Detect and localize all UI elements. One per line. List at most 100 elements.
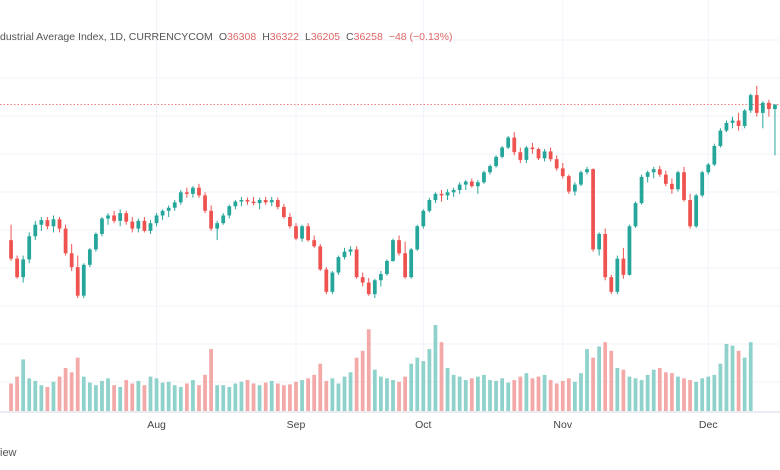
candle-body: [75, 267, 80, 296]
candle-body: [621, 258, 626, 275]
candle-body: [39, 220, 44, 225]
candle-body: [494, 156, 498, 167]
volume-bar: [524, 373, 529, 411]
volume-bar: [184, 383, 189, 411]
candle-body: [15, 258, 19, 278]
volume-bar: [178, 386, 183, 411]
volume-bar: [500, 378, 505, 411]
candle-body: [51, 219, 56, 227]
volume-bar: [324, 380, 329, 411]
volume-bar: [457, 376, 462, 411]
volume-bar: [312, 374, 317, 411]
legend-low-value: 36205: [310, 31, 341, 43]
candle-body: [500, 147, 505, 157]
candle-body: [397, 240, 401, 254]
candle-body: [730, 120, 735, 123]
candle-body: [609, 277, 614, 292]
candle-body: [33, 224, 38, 237]
candle-body: [566, 176, 571, 192]
candle-body: [524, 147, 529, 160]
candle-body: [633, 203, 638, 227]
volume-bar: [215, 385, 220, 411]
volume-bar: [663, 372, 668, 411]
volume-bar: [39, 385, 44, 411]
volume-bar: [603, 342, 608, 411]
candle-body: [312, 240, 317, 247]
candle-body: [288, 217, 292, 227]
legend-title: dustrial Average Index, 1D, CURRENCYCOM: [0, 31, 213, 43]
volume-bar: [506, 382, 511, 411]
volume-bar: [682, 378, 686, 411]
volume-bar: [251, 383, 256, 411]
candle-body: [682, 172, 686, 201]
volume-bar: [573, 381, 577, 411]
candle-body: [554, 159, 559, 169]
chart-legend: dustrial Average Index, 1D, CURRENCYCOM O…: [0, 31, 452, 43]
volume-bar: [100, 380, 104, 411]
candle-body: [184, 192, 189, 194]
volume-bar: [494, 380, 498, 411]
candle-body: [627, 226, 632, 275]
candle-body: [573, 184, 577, 192]
candle-body: [106, 215, 110, 219]
candle-body: [663, 174, 668, 184]
candle-body: [81, 264, 86, 296]
candle-body: [645, 172, 650, 177]
volume-bar: [227, 386, 232, 411]
volume-bar: [306, 378, 310, 411]
volume-bar: [397, 381, 401, 411]
candle-body: [118, 213, 123, 221]
volume-bar: [597, 346, 602, 411]
candle-body: [585, 169, 589, 173]
legend-high-label: H: [262, 31, 270, 43]
volume-bar: [645, 374, 650, 411]
candle-body: [488, 166, 492, 173]
legend-close-label: C: [346, 31, 354, 43]
volume-bar: [142, 385, 147, 411]
candle-body: [651, 169, 656, 173]
volume-bar: [706, 376, 711, 411]
volume-bar: [94, 385, 98, 411]
candle-body: [530, 147, 535, 150]
volume-bar: [536, 376, 541, 411]
volume-bar: [621, 369, 626, 411]
volume-bar: [154, 378, 159, 411]
candle-body: [615, 258, 620, 292]
candle-body: [712, 146, 717, 165]
candle-body: [160, 210, 165, 216]
candle-body: [560, 168, 565, 177]
volume-bar: [585, 349, 589, 411]
volume-bar: [445, 368, 450, 411]
candle-body: [476, 182, 480, 187]
candle-body: [154, 215, 159, 224]
candle-body: [445, 192, 450, 196]
volume-bar: [360, 350, 365, 411]
volume-bar: [482, 374, 486, 411]
volume-bar: [130, 383, 135, 411]
candle-body: [27, 236, 32, 260]
volume-bar: [366, 329, 371, 411]
candle-body: [639, 176, 644, 204]
volume-bar: [609, 350, 614, 411]
candle-body: [330, 272, 335, 292]
candle-body: [736, 120, 741, 126]
volume-bar: [566, 378, 571, 411]
legend-close-value: 36258: [353, 31, 383, 43]
volume-bar: [294, 381, 298, 411]
volume-bar: [451, 374, 456, 411]
volume-bar: [197, 385, 201, 411]
volume-bar: [136, 380, 141, 411]
volume-bar: [239, 381, 244, 411]
volume-bar: [560, 380, 565, 411]
volume-bar: [191, 380, 195, 411]
footer-label[interactable]: iew: [0, 447, 17, 459]
candle-body: [172, 202, 177, 208]
candle-body: [754, 95, 759, 113]
volume-bar: [203, 374, 207, 411]
candle-body: [281, 206, 286, 217]
volume-bar: [336, 383, 341, 411]
volume-bar: [724, 343, 729, 411]
volume-bar: [81, 376, 86, 411]
volume-bar: [439, 342, 444, 411]
